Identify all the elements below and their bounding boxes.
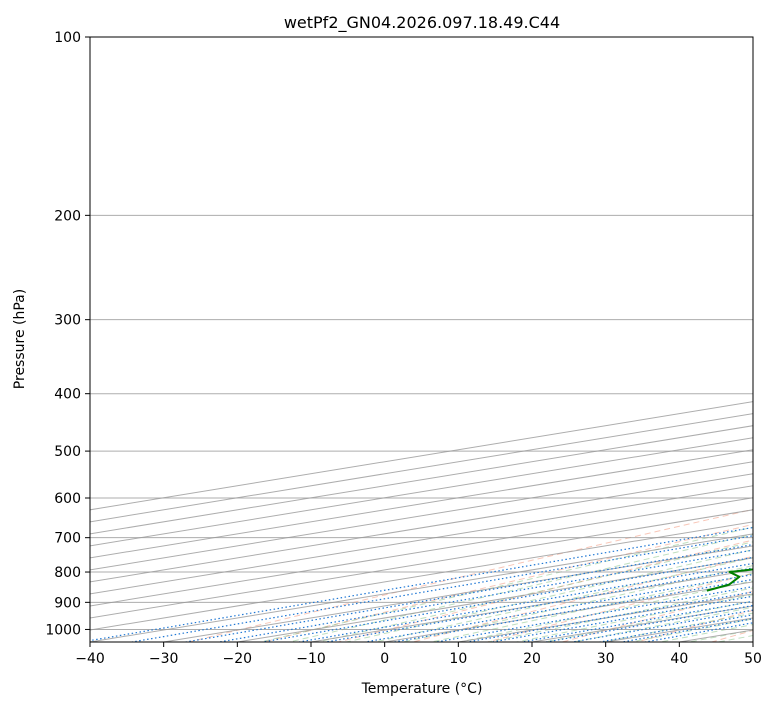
dry-adiabat bbox=[264, 37, 775, 642]
y-tick-label: 400 bbox=[54, 387, 81, 403]
y-tick-label: 300 bbox=[54, 313, 81, 329]
isotherm bbox=[0, 37, 775, 642]
chart-title: wetPf2_GN04.2026.097.18.49.C44 bbox=[284, 13, 560, 33]
dewpoint-profile bbox=[707, 37, 775, 591]
x-tick-label: −30 bbox=[149, 651, 179, 667]
isotherm bbox=[0, 37, 775, 642]
y-tick-label: 1000 bbox=[45, 622, 81, 638]
isotherm bbox=[0, 37, 775, 642]
dry-adiabat bbox=[562, 37, 775, 642]
isotherm bbox=[0, 37, 775, 642]
sounding-profiles bbox=[707, 37, 775, 591]
moist-adiabat bbox=[431, 50, 775, 642]
isotherm bbox=[532, 37, 775, 642]
isotherm bbox=[458, 37, 775, 642]
moist-adiabat bbox=[660, 50, 775, 642]
isotherm bbox=[0, 37, 775, 642]
isotherm bbox=[0, 37, 775, 642]
moist-adiabat bbox=[718, 50, 775, 642]
x-tick-label: 50 bbox=[744, 651, 762, 667]
isotherm bbox=[385, 37, 775, 642]
isotherm bbox=[753, 37, 775, 642]
isotherm bbox=[0, 37, 775, 642]
x-tick-label: 20 bbox=[523, 651, 541, 667]
isotherm bbox=[164, 37, 775, 642]
y-tick-label: 600 bbox=[54, 491, 81, 507]
y-tick-label: 700 bbox=[54, 531, 81, 547]
x-tick-label: 40 bbox=[670, 651, 688, 667]
mixing-ratio-line bbox=[468, 451, 775, 642]
moist-adiabat bbox=[375, 50, 775, 642]
plot-frame bbox=[90, 37, 753, 642]
isotherm bbox=[90, 37, 775, 642]
isotherm bbox=[679, 37, 775, 642]
background-lines bbox=[0, 37, 775, 642]
moist-adiabat bbox=[403, 50, 775, 642]
x-tick-label: 0 bbox=[380, 651, 389, 667]
x-tick-label: −40 bbox=[75, 651, 105, 667]
moist-adiabat bbox=[545, 50, 775, 642]
x-tick-label: 10 bbox=[449, 651, 467, 667]
isotherm bbox=[0, 37, 775, 642]
x-tick-label: −10 bbox=[296, 651, 326, 667]
isotherm bbox=[0, 37, 775, 642]
moist-adiabat bbox=[460, 50, 775, 642]
y-tick-label: 200 bbox=[54, 208, 81, 224]
moist-adiabat bbox=[602, 50, 775, 642]
dry-adiabat bbox=[488, 37, 775, 642]
y-tick-label: 800 bbox=[54, 565, 81, 581]
y-tick-label: 900 bbox=[54, 595, 81, 611]
x-tick-label: 30 bbox=[597, 651, 615, 667]
y-tick-label: 500 bbox=[54, 444, 81, 460]
y-tick-label: 100 bbox=[54, 30, 81, 46]
y-axis-label: Pressure (hPa) bbox=[12, 289, 28, 389]
isotherm bbox=[0, 37, 775, 642]
x-tick-label: −20 bbox=[223, 651, 253, 667]
dry-adiabat bbox=[338, 37, 775, 642]
isotherm bbox=[237, 37, 775, 642]
x-axis-label: Temperature (°C) bbox=[361, 681, 483, 697]
